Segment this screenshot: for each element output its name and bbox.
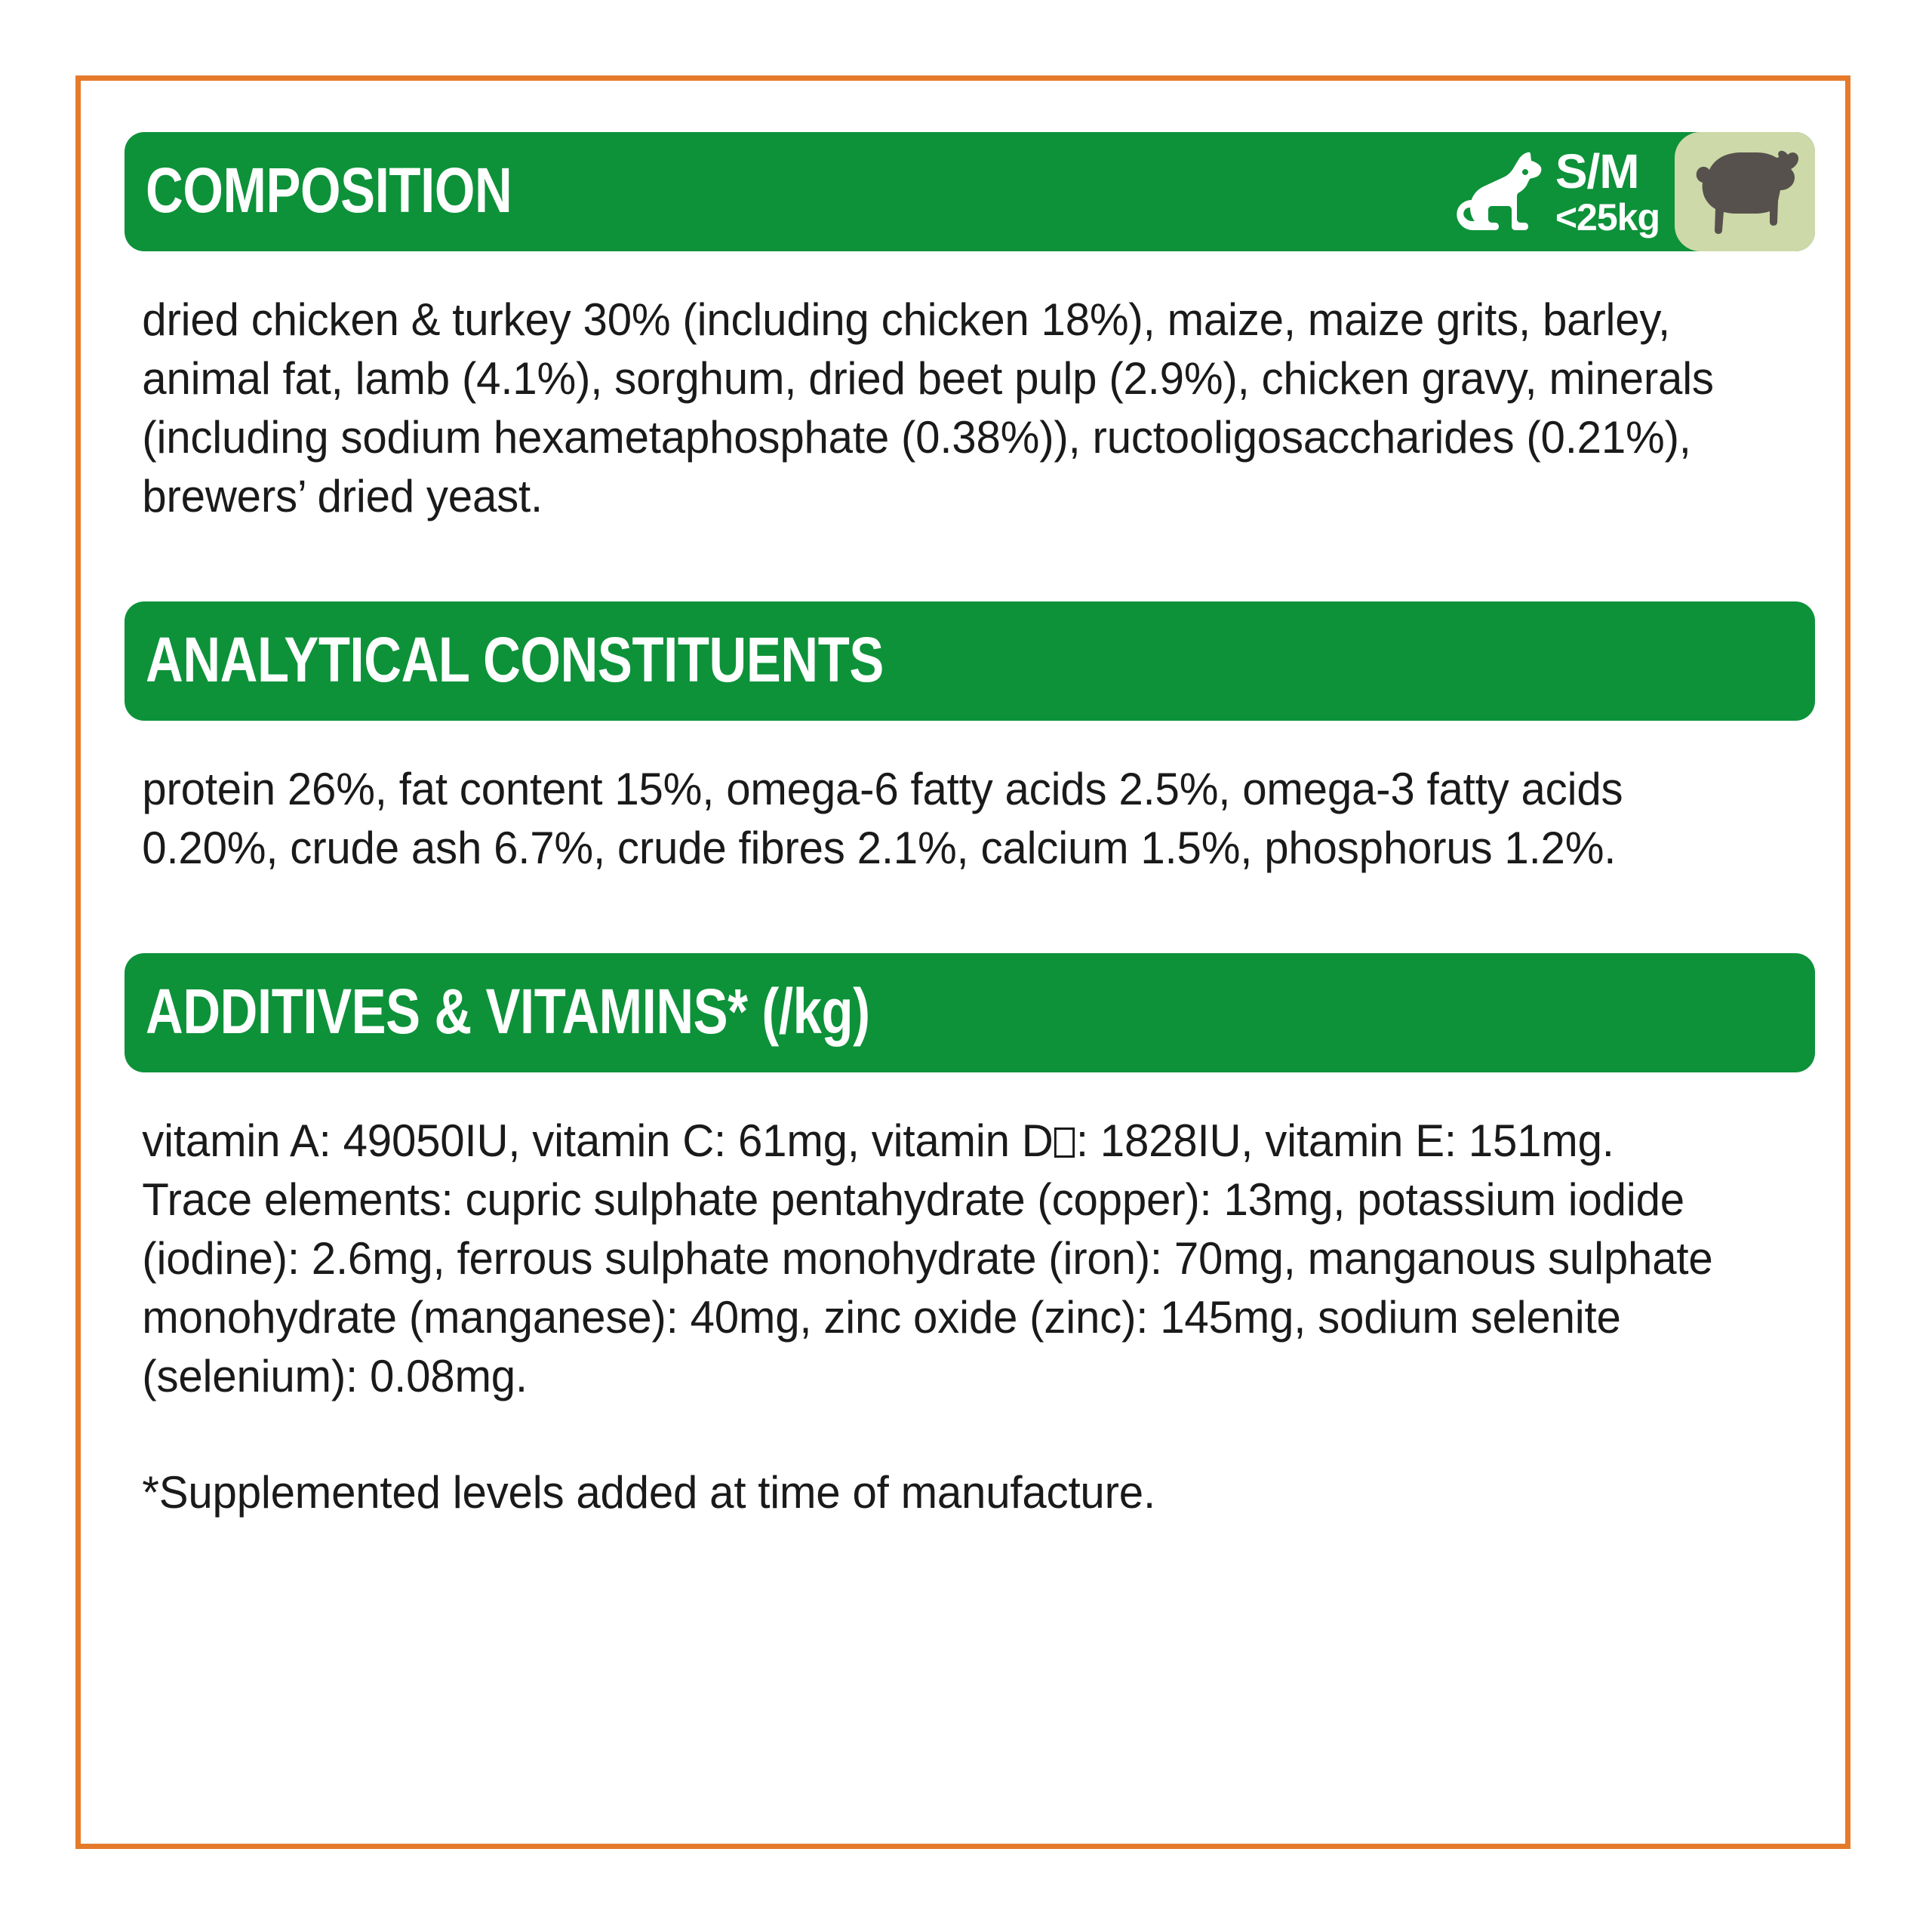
analytical-constituents-body: protein 26%, fat content 15%, omega-6 fa… [142, 764, 1623, 873]
missing-glyph-box-icon [1054, 1128, 1075, 1158]
section-analytical-constituents: ANALYTICAL CONSTITUENTS protein 26%, fat… [125, 601, 1815, 878]
badge-text-group: S/M <25kg [1555, 147, 1660, 236]
heading-composition: COMPOSITION [146, 155, 512, 226]
outer-orange-border [75, 75, 1850, 1849]
additives-body-part-1: vitamin A: 49050IU, vitamin C: 61mg, vit… [142, 1115, 1054, 1166]
heading-additives-vitamins: ADDITIVES & VITAMINS* (/kg) [146, 976, 870, 1047]
heading-analytical-constituents: ANALYTICAL CONSTITUENTS [146, 624, 884, 695]
badge-size-label: S/M [1555, 144, 1640, 198]
banner-additives-vitamins: ADDITIVES & VITAMINS* (/kg) [125, 953, 1815, 1072]
lamb-icon [1688, 148, 1801, 235]
species-panel [1675, 132, 1815, 251]
composition-body: dried chicken & turkey 30% (including ch… [142, 294, 1714, 521]
additives-body-part-2: : 1828IU, vitamin E: 151mg. Trace elemen… [142, 1115, 1713, 1401]
additives-vitamins-body: vitamin A: 49050IU, vitamin C: 61mg, vit… [125, 1112, 1764, 1406]
label-content: COMPOSITION S/M <25kg [125, 132, 1815, 1567]
badge-dog-size-group: S/M <25kg [1456, 132, 1675, 251]
badge-weight-label: <25kg [1555, 196, 1660, 238]
banner-composition: COMPOSITION S/M <25kg [125, 132, 1815, 251]
sitting-dog-icon [1456, 149, 1545, 234]
section-composition: COMPOSITION S/M <25kg [125, 132, 1815, 526]
size-species-badge: S/M <25kg [1456, 132, 1815, 251]
section-additives-vitamins: ADDITIVES & VITAMINS* (/kg) vitamin A: 4… [125, 953, 1815, 1522]
additives-footnote: *Supplemented levels added at time of ma… [142, 1467, 1155, 1518]
banner-analytical-constituents: ANALYTICAL CONSTITUENTS [125, 601, 1815, 721]
